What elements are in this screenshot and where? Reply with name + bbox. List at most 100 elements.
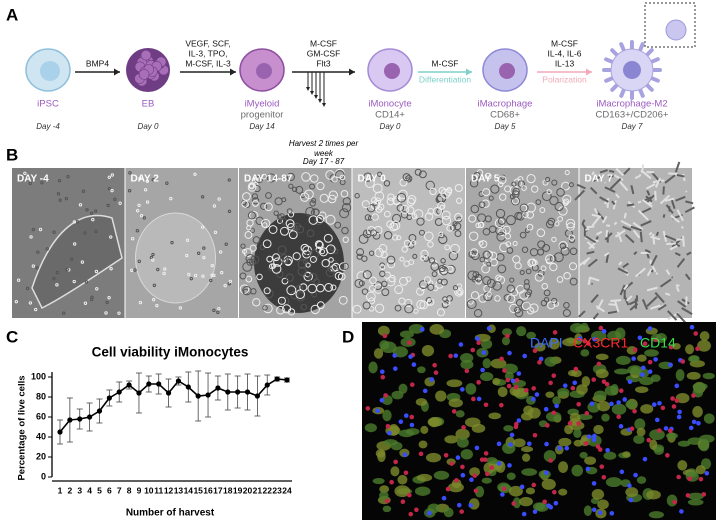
cell [680,225,684,229]
cell [416,287,425,296]
nucleus [604,381,610,387]
cell [437,269,445,276]
cell-body [702,372,715,380]
cell [315,241,324,250]
cell [323,233,333,243]
cell [549,196,559,206]
cell [69,257,74,261]
cell-body [541,478,556,490]
cell [28,301,33,305]
nucleus [654,417,660,423]
cell [599,169,608,174]
cell-body [581,376,591,387]
x-tick-label: 23 [272,485,282,495]
micrograph [352,168,465,318]
nucleus [375,408,380,414]
cell [390,220,401,231]
cell [477,221,485,228]
cell-body [534,342,546,352]
cell [363,172,373,182]
cell [484,172,492,180]
cell [545,176,551,183]
data-point [175,378,182,384]
cell [252,298,261,307]
data-point [146,381,152,387]
cell [578,256,591,267]
data-point [136,390,142,396]
cell [273,210,279,216]
cell [321,259,330,268]
nucleus [476,380,481,385]
x-tick-label: 21 [253,485,263,495]
cell [253,185,261,193]
nucleus [408,511,414,517]
cell-body [571,464,584,477]
cell [492,281,502,291]
cell [256,273,263,281]
panel-label: B [6,145,18,164]
nucleus [647,326,653,331]
cell [381,288,390,297]
cell [439,266,449,276]
cell [295,185,304,194]
nucleus [616,414,621,420]
cell-body [545,411,562,422]
cell [622,225,632,231]
cell [558,241,568,251]
cell [608,169,615,174]
cell [481,264,491,274]
cell [240,243,246,249]
cell-body [519,496,533,507]
cell-body [655,333,667,343]
cell [52,276,56,281]
cell [325,170,335,180]
cell [335,170,345,180]
cell-body [512,497,521,509]
cell [408,259,415,266]
factor: Flt3 [316,58,330,68]
nucleus [570,385,576,391]
nucleus [557,445,562,451]
cell [133,268,137,272]
cell [249,211,259,221]
data-point [67,417,73,423]
cell [586,250,595,255]
cell [486,261,492,267]
nucleus [548,504,554,510]
nucleus [619,469,625,475]
cell-body [381,395,393,406]
cell [650,269,654,273]
cell [441,215,452,226]
data-point [106,395,112,401]
nucleus [387,430,392,436]
cell-body [513,438,526,448]
arrow-head [349,68,355,76]
stage-name: iPSC [37,99,59,110]
cell [305,262,311,268]
cell [617,267,629,275]
cell [286,172,295,182]
cell [243,248,253,258]
nucleus [448,353,453,359]
cell [315,214,325,224]
nucleus [548,458,554,463]
cell [309,183,315,190]
cell [202,246,206,250]
colony [135,212,216,304]
cell [67,268,71,272]
x-tick-label: 22 [263,485,273,495]
factor: IL-13 [555,58,575,68]
factor: M-CSF [432,58,459,68]
data-point [116,389,122,395]
cell [664,197,675,202]
tile-label: DAY 7 [585,174,614,185]
cell-body [595,353,609,361]
cell [301,172,311,182]
nucleus [500,492,505,497]
cell [428,257,436,264]
nucleus [544,470,549,476]
cell [388,274,396,283]
cell [525,268,532,275]
nucleus [451,409,457,414]
cell [369,276,377,285]
